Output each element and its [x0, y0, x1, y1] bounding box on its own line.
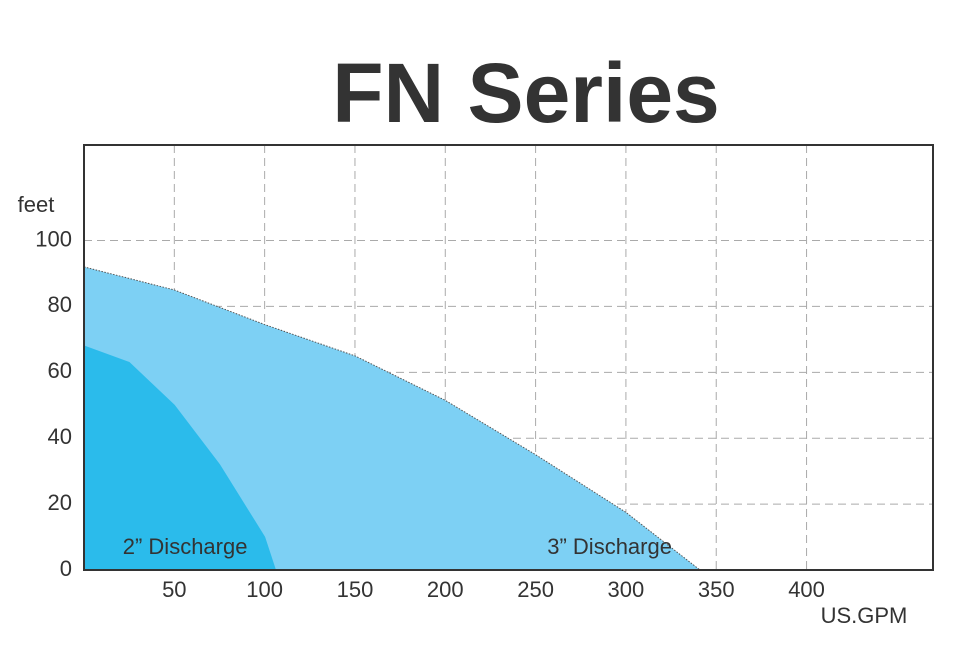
x-tick-label: 200 — [427, 577, 464, 602]
x-tick-label: 250 — [517, 577, 554, 602]
x-axis-label: US.GPM — [821, 603, 908, 628]
y-tick-label: 40 — [48, 424, 72, 449]
y-tick-label: 20 — [48, 490, 72, 515]
chart-title: FN Series — [332, 46, 720, 140]
x-tick-label: 100 — [246, 577, 283, 602]
y-tick-label: 100 — [35, 226, 72, 251]
x-tick-label: 350 — [698, 577, 735, 602]
y-tick-label: 0 — [60, 556, 72, 581]
x-tick-label: 50 — [162, 577, 186, 602]
plot-border — [83, 144, 934, 571]
series-label: 2” Discharge — [123, 534, 248, 559]
area-fill — [84, 345, 276, 570]
area-line — [83, 345, 276, 571]
area-line — [83, 266, 701, 571]
x-tick-label: 300 — [608, 577, 645, 602]
y-tick-label: 60 — [48, 358, 72, 383]
y-axis-label: feet — [18, 192, 55, 217]
x-tick-label: 150 — [337, 577, 374, 602]
series-label: 3” Discharge — [547, 534, 672, 559]
y-tick-label: 80 — [48, 292, 72, 317]
x-tick-label: 400 — [788, 577, 825, 602]
